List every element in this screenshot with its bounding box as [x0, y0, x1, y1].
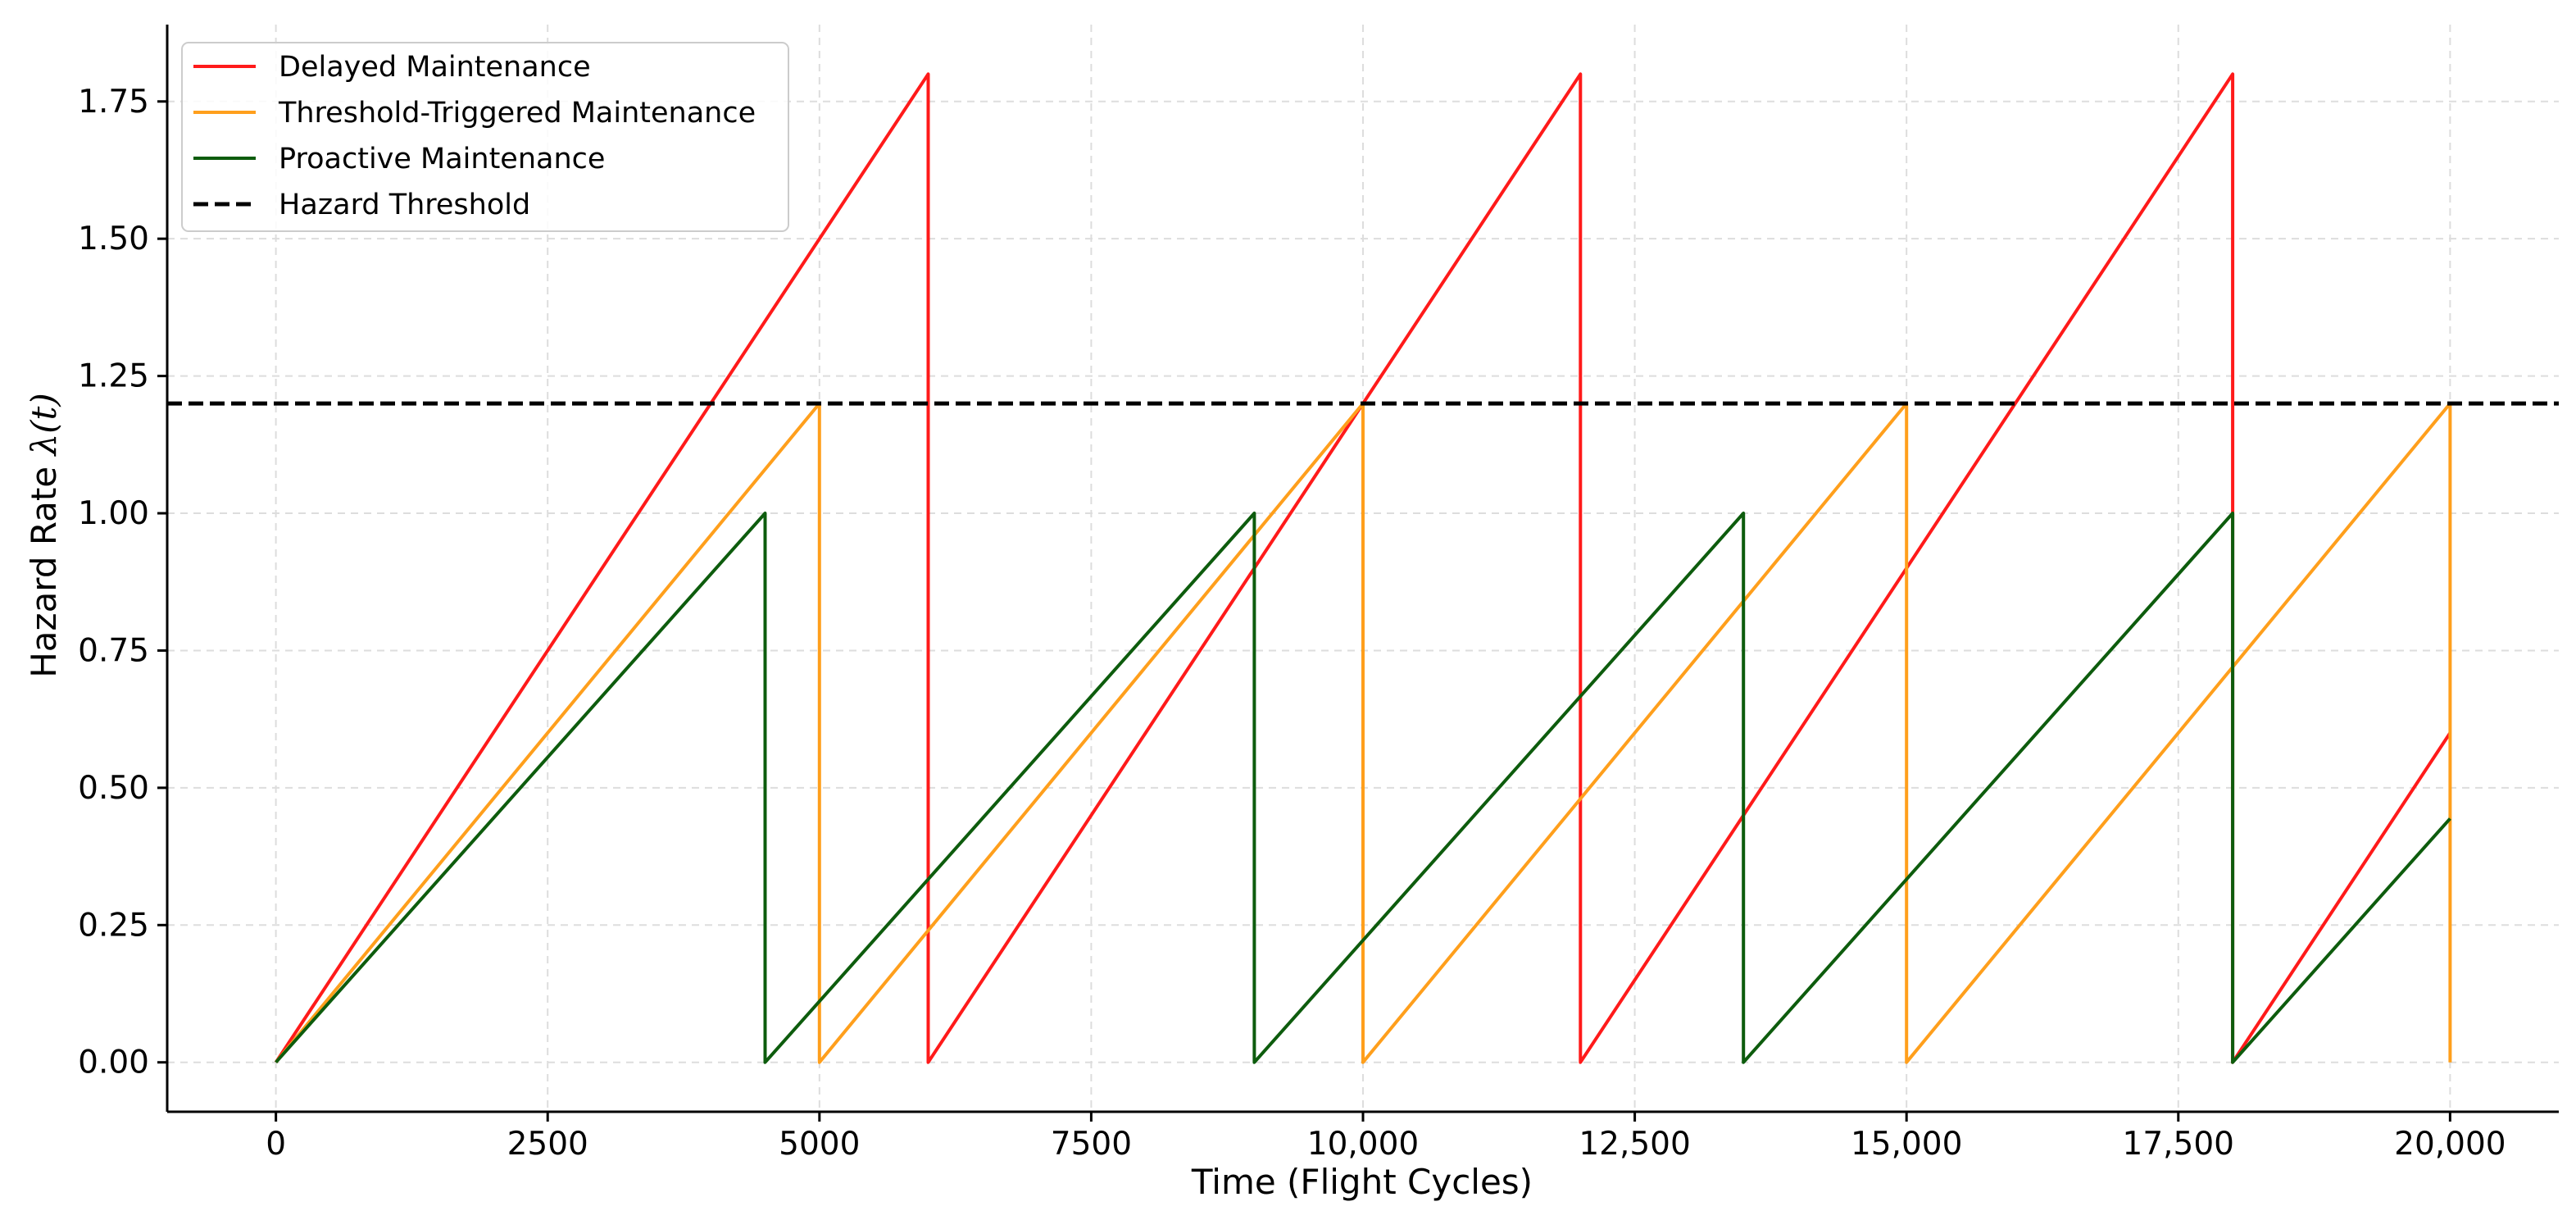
- legend-label-proactive-maintenance: Proactive Maintenance: [279, 143, 605, 175]
- x-tick-label: 5000: [779, 1126, 860, 1163]
- legend-label-hazard-threshold: Hazard Threshold: [279, 189, 530, 221]
- y-tick-label: 0.00: [78, 1045, 149, 1081]
- y-axis-title-math: λ(t): [24, 393, 64, 457]
- y-axis-title-text: Hazard Rate: [24, 455, 64, 677]
- series-layer: [167, 72, 2559, 1064]
- x-tick-label: 2500: [507, 1126, 588, 1163]
- y-axis-title: Hazard Rate λ(t): [24, 393, 64, 678]
- series-line-proactive-maintenance: [275, 512, 2451, 1064]
- legend-label-delayed-maintenance: Delayed Maintenance: [279, 51, 591, 84]
- x-tick-label: 15,000: [1851, 1126, 1962, 1163]
- x-tick-label: 7500: [1051, 1126, 1132, 1163]
- y-tick-label: 1.50: [78, 221, 149, 257]
- legend-box: [181, 42, 789, 232]
- legend-label-threshold-triggered-maintenance: Threshold-Triggered Maintenance: [278, 97, 756, 130]
- series-line-threshold-triggered-maintenance: [275, 402, 2452, 1064]
- legend: Delayed Maintenance Threshold-Triggered M…: [181, 42, 789, 232]
- y-ticks: 0.00 0.25 0.50 0.75 1.00 1.25 1.50 1.75: [78, 84, 167, 1081]
- y-tick-label: 0.75: [78, 632, 149, 669]
- x-tick-label: 20,000: [2394, 1126, 2506, 1163]
- y-tick-label: 1.75: [78, 84, 149, 121]
- y-tick-label: 0.25: [78, 907, 149, 944]
- x-ticks: 0 2500 5000 7500 10,000 12,500 15,000 17,500 20,…: [266, 1112, 2506, 1163]
- x-axis-title: Time (Flight Cycles): [1191, 1162, 1533, 1202]
- x-tick-label: 10,000: [1307, 1126, 1419, 1163]
- x-tick-label: 0: [266, 1126, 286, 1163]
- y-tick-label: 0.50: [78, 770, 149, 807]
- x-tick-label: 17,500: [2123, 1126, 2234, 1163]
- x-tick-label: 12,500: [1579, 1126, 1690, 1163]
- y-tick-label: 1.00: [78, 495, 149, 532]
- y-tick-label: 1.25: [78, 358, 149, 395]
